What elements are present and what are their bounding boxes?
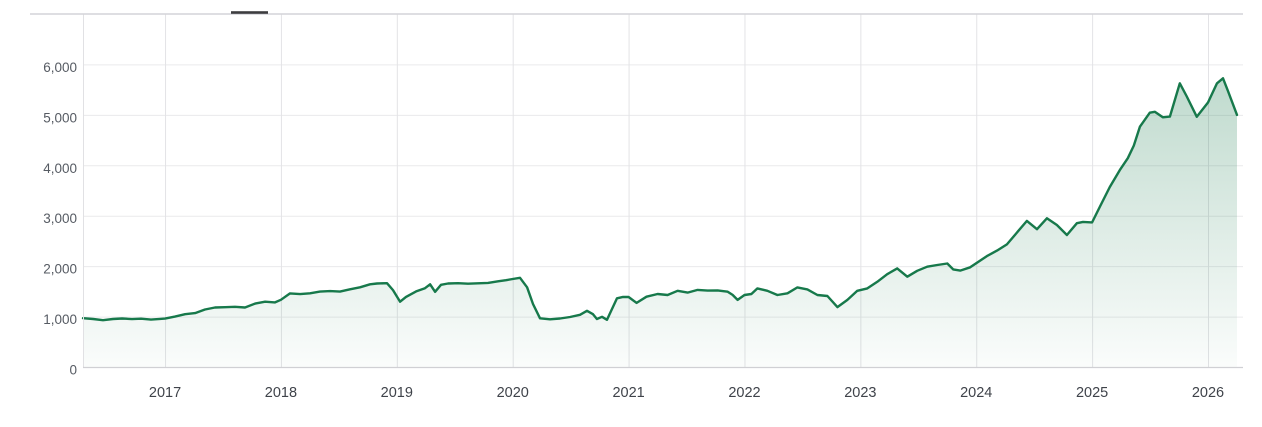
x-tick-label: 2022	[728, 385, 760, 401]
y-tick-label: 3,000	[43, 211, 77, 226]
series-line	[81, 77, 1239, 322]
x-tick-label: 2024	[960, 385, 992, 401]
active-tab-indicator	[231, 11, 268, 14]
y-tick-label: 4,000	[43, 161, 77, 176]
series-area-fill	[83, 78, 1237, 368]
x-tick-label: 2025	[1076, 385, 1108, 401]
y-tick-label: 1,000	[43, 312, 77, 327]
x-tick-label: 2017	[149, 385, 181, 401]
x-tick-label: 2020	[497, 385, 529, 401]
y-tick-label: 2,000	[43, 262, 77, 277]
x-tick-label: 2019	[381, 385, 413, 401]
x-tick-label: 2021	[612, 385, 644, 401]
x-tick-label: 2026	[1192, 385, 1224, 401]
x-tick-label: 2023	[844, 385, 876, 401]
x-tick-label: 2018	[265, 385, 297, 401]
y-tick-label: 0	[69, 363, 77, 378]
y-tick-label: 6,000	[43, 60, 77, 75]
y-tick-label: 5,000	[43, 110, 77, 125]
